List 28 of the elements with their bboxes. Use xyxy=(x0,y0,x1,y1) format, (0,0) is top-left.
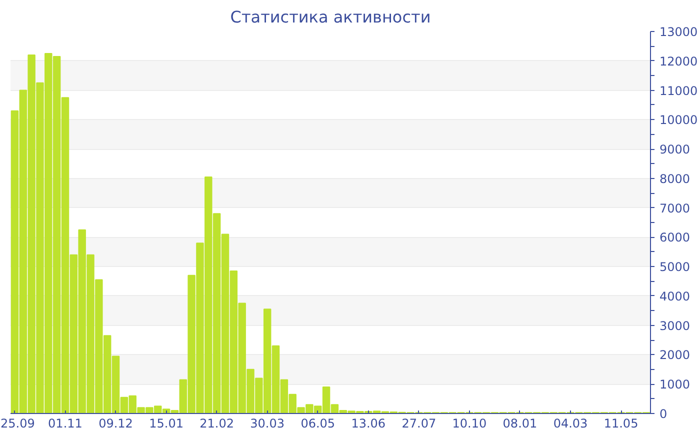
y-tick-label: 5000 xyxy=(660,260,690,274)
x-tick-label: 04.03 xyxy=(553,416,588,430)
x-tick-label: 10.10 xyxy=(452,416,487,430)
y-tick-label: 13000 xyxy=(660,25,698,39)
y-tick-label: 6000 xyxy=(660,230,690,245)
y-tick-label: 1000 xyxy=(660,378,690,392)
x-tick-label: 30.03 xyxy=(250,416,285,430)
x-tick-label: 08.01 xyxy=(502,416,538,430)
y-tick-label: 3000 xyxy=(660,318,690,333)
x-tick-label: 09.12 xyxy=(98,416,133,430)
y-tick-label: 0 xyxy=(660,407,668,421)
x-tick-label: 25.09 xyxy=(0,416,35,430)
y-tick-label: 4000 xyxy=(660,289,690,304)
x-tick-label: 27.07 xyxy=(402,416,436,430)
y-tick-label: 11000 xyxy=(660,84,698,98)
x-tick-label: 21.02 xyxy=(200,416,234,430)
chart-title: Статистика активности xyxy=(230,8,431,26)
y-tick-label: 12000 xyxy=(660,54,698,68)
x-tick-label: 11.05 xyxy=(604,416,638,430)
y-tick-label: 2000 xyxy=(660,348,690,362)
x-tick-label: 13.06 xyxy=(351,416,386,430)
y-tick-label: 9000 xyxy=(660,142,690,157)
x-tick-label: 06.05 xyxy=(300,416,336,430)
x-tick-label: 15.01 xyxy=(149,416,184,430)
y-tick-label: 10000 xyxy=(660,113,698,128)
y-tick-label: 8000 xyxy=(660,172,690,186)
x-tick-label: 01.11 xyxy=(48,416,82,430)
y-tick-label: 7000 xyxy=(660,201,690,216)
